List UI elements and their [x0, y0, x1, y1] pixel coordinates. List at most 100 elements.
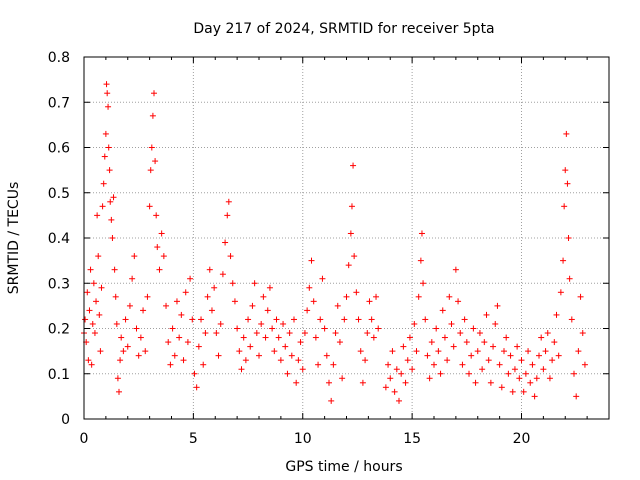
y-tick-label: 0.4 [48, 231, 70, 247]
data-point [240, 334, 247, 341]
data-point [118, 334, 125, 341]
data-point [153, 212, 160, 219]
data-point [204, 293, 211, 300]
data-point [555, 352, 562, 359]
data-point [129, 275, 136, 282]
data-point [126, 302, 133, 309]
data-point [531, 393, 538, 400]
data-point [564, 180, 571, 187]
data-point [437, 370, 444, 377]
data-point [144, 293, 151, 300]
data-point [317, 316, 324, 323]
data-point [191, 370, 198, 377]
data-point [306, 284, 313, 291]
x-tick-label: 5 [189, 431, 198, 447]
data-point [158, 230, 165, 237]
data-point [398, 370, 405, 377]
data-point [98, 284, 105, 291]
data-point [514, 343, 521, 350]
data-point [345, 262, 352, 269]
data-point [131, 253, 138, 260]
data-point [538, 334, 545, 341]
data-point [561, 203, 568, 210]
data-point [211, 284, 218, 291]
data-point [540, 366, 547, 373]
data-point [571, 370, 577, 377]
data-point [507, 352, 514, 359]
x-tick-label: 0 [80, 431, 89, 447]
data-point [312, 334, 319, 341]
data-point [428, 339, 435, 346]
data-point [195, 343, 202, 350]
data-point [525, 348, 532, 355]
data-point [163, 302, 170, 309]
data-point [94, 212, 101, 219]
data-point [492, 320, 499, 327]
data-point [247, 343, 254, 350]
data-point [431, 361, 437, 368]
data-point [446, 293, 453, 300]
data-point [101, 153, 108, 160]
data-point [154, 244, 161, 251]
data-point [152, 158, 159, 165]
data-point [336, 339, 343, 346]
y-axis-title: SRMTID / TECUs [6, 182, 22, 295]
data-point [282, 343, 289, 350]
data-point [409, 366, 416, 373]
data-point [229, 280, 236, 287]
data-point [348, 203, 355, 210]
data-point [277, 357, 284, 364]
data-point [193, 384, 200, 391]
data-point [213, 330, 220, 337]
data-point [231, 298, 238, 305]
data-point [256, 352, 262, 359]
data-point [426, 375, 433, 382]
data-point [264, 307, 271, 314]
data-point [107, 198, 114, 205]
data-point [511, 366, 518, 373]
data-point [112, 293, 119, 300]
data-point [269, 325, 276, 332]
data-point [577, 293, 584, 300]
data-point [468, 352, 475, 359]
data-point [573, 393, 580, 400]
data-point [176, 334, 183, 341]
data-point [509, 388, 516, 395]
data-point [490, 343, 497, 350]
data-point [273, 316, 280, 323]
data-point [258, 320, 265, 327]
data-point [225, 198, 232, 205]
data-point [96, 311, 103, 318]
data-point [391, 388, 398, 395]
data-point [328, 397, 335, 404]
data-point [560, 257, 567, 264]
data-point [385, 361, 392, 368]
data-point [417, 257, 424, 264]
data-point [359, 379, 366, 386]
data-point [113, 320, 120, 327]
data-point [86, 307, 93, 314]
data-point [343, 293, 350, 300]
data-point [452, 266, 459, 273]
data-point [253, 330, 260, 337]
data-point [341, 316, 348, 323]
data-point [215, 352, 222, 359]
data-point [165, 339, 172, 346]
data-point [411, 320, 418, 327]
data-point [424, 352, 431, 359]
data-point [479, 366, 486, 373]
data-point [224, 212, 231, 219]
data-point [553, 311, 560, 318]
data-point [200, 361, 207, 368]
data-point [529, 361, 536, 368]
data-point [339, 375, 346, 382]
data-point [334, 302, 341, 309]
data-point [97, 348, 104, 355]
y-tick-label: 0.8 [48, 50, 70, 66]
data-point [198, 316, 205, 323]
data-point [330, 361, 337, 368]
data-point [202, 330, 209, 337]
data-point [520, 388, 527, 395]
data-point [389, 348, 396, 355]
